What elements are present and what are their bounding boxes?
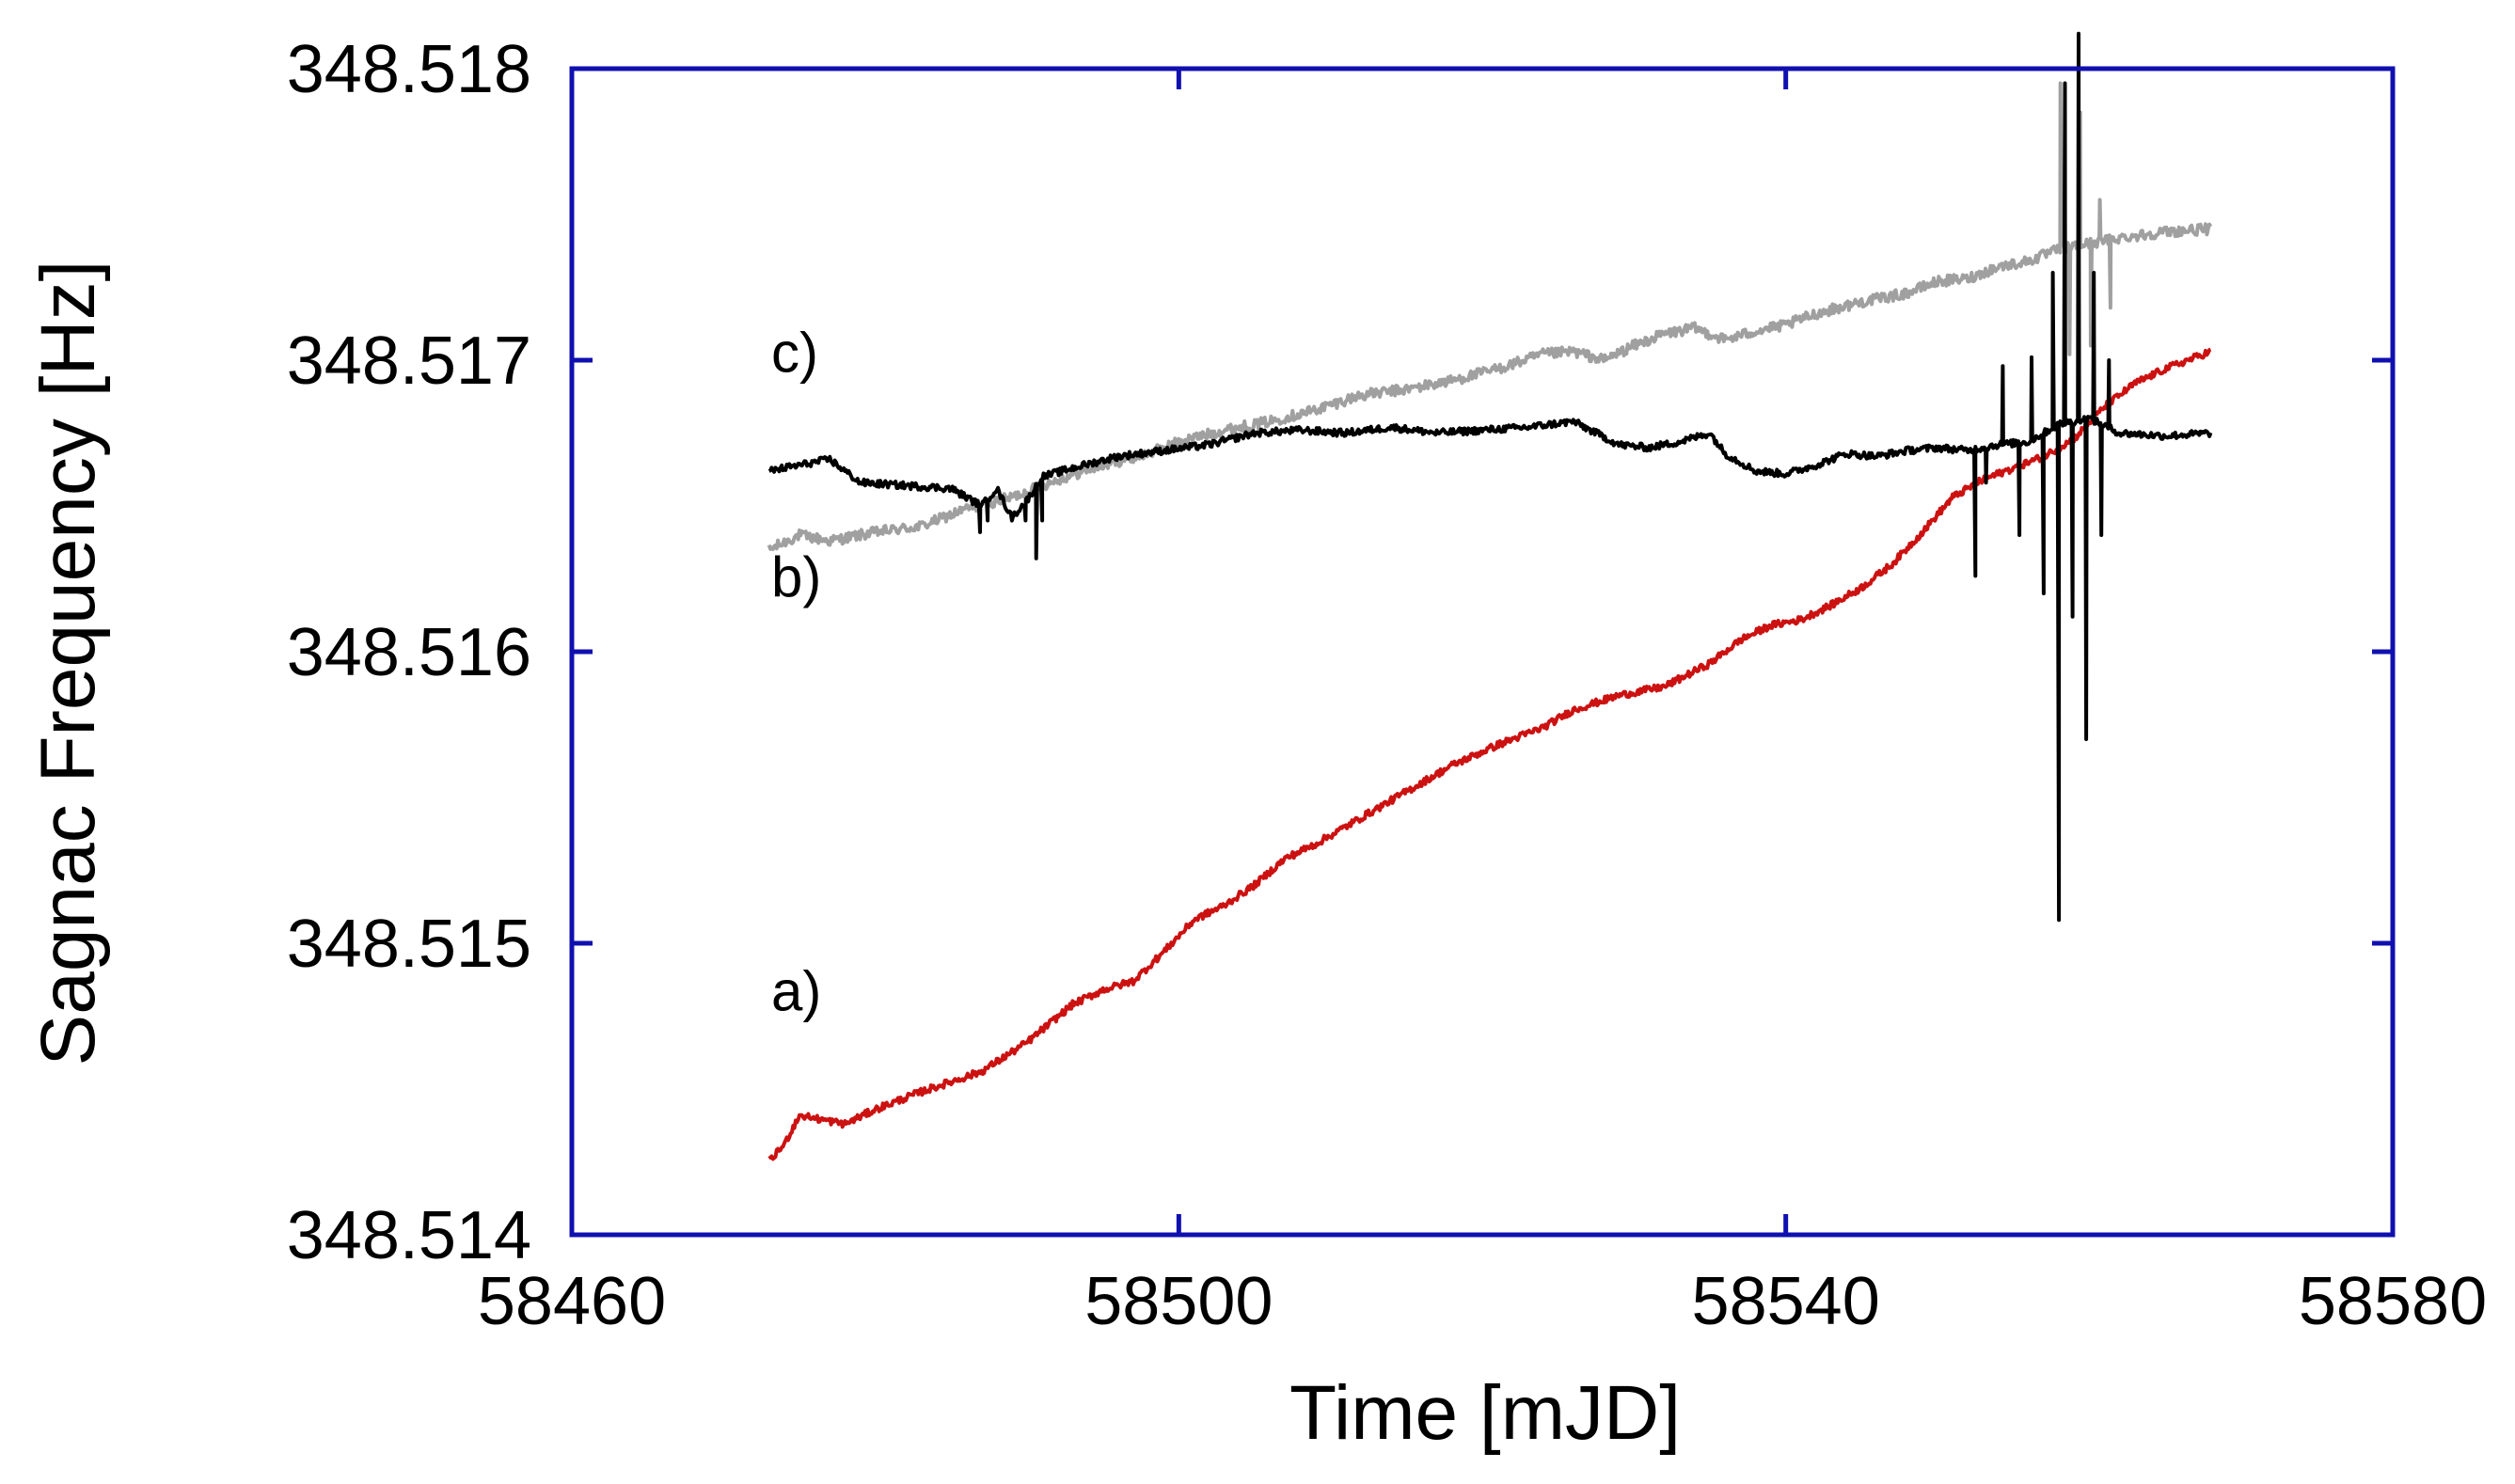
x-tick-label: 58500 bbox=[1084, 1264, 1273, 1339]
series-annotation: b) bbox=[771, 545, 821, 608]
series-line bbox=[767, 347, 2212, 1161]
series-annotation: a) bbox=[771, 959, 821, 1022]
y-tick-label: 348.516 bbox=[287, 615, 531, 690]
plot-frame bbox=[569, 66, 2396, 1238]
series-line bbox=[767, 31, 2213, 923]
x-tick-label: 58580 bbox=[2299, 1264, 2487, 1339]
series-layer bbox=[767, 31, 2213, 1161]
y-tick-label: 348.515 bbox=[287, 907, 531, 982]
y-tick-label: 348.517 bbox=[287, 324, 531, 399]
x-tick-label: 58540 bbox=[1692, 1264, 1880, 1339]
labels-layer: 58460 58500 58540 58580 348.514 348.515 348.51… bbox=[287, 32, 2487, 1339]
x-axis-title: Time [mJD] bbox=[1289, 1370, 1681, 1456]
y-axis-title: Sagnac Frequency [Hz] bbox=[25, 260, 111, 1066]
series-annotation: c) bbox=[771, 321, 818, 384]
y-tick-label: 348.514 bbox=[287, 1198, 531, 1273]
series-line bbox=[767, 81, 2213, 551]
y-tick-label: 348.518 bbox=[287, 32, 531, 107]
ticks-layer bbox=[572, 69, 2393, 1235]
x-tick-label: 58460 bbox=[478, 1264, 666, 1339]
